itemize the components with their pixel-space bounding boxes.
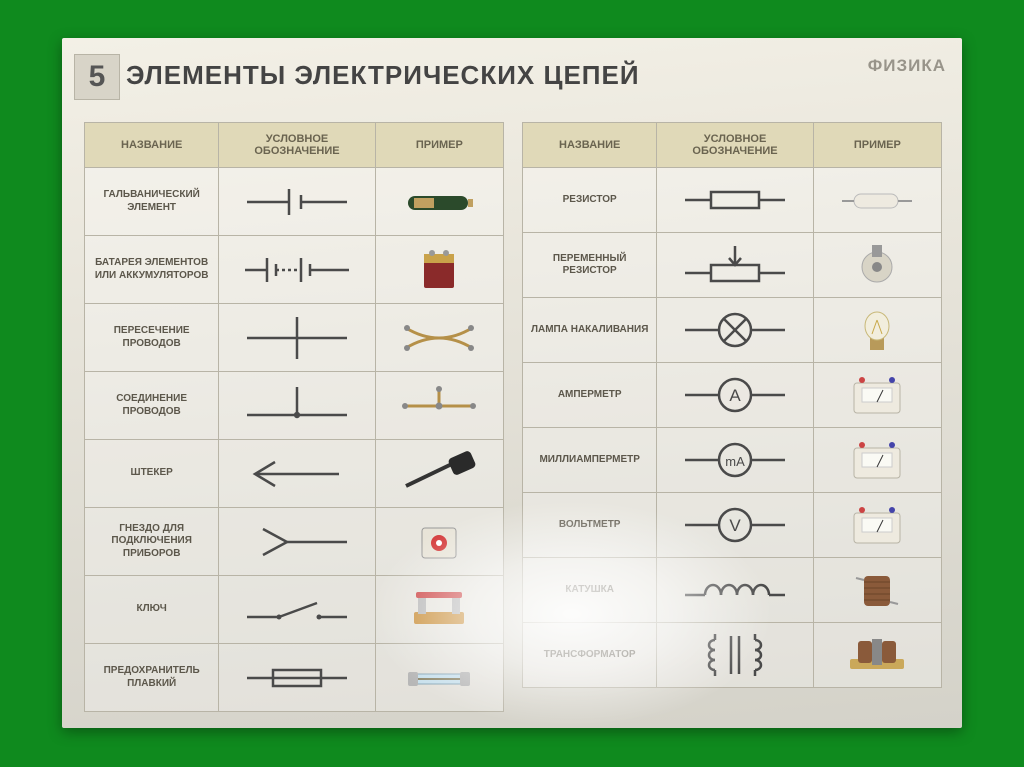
example-icon [813,558,941,623]
component-name: СОЕДИНЕНИЕ ПРОВОДОВ [85,372,219,440]
schematic-symbol-icon [657,298,813,363]
component-name: ЛАМПА НАКАЛИВАНИЯ [523,298,657,363]
col-example: ПРИМЕР [375,123,503,168]
poster-title: ЭЛЕМЕНТЫ ЭЛЕКТРИЧЕСКИХ ЦЕПЕЙ [126,60,640,91]
example-icon [375,168,503,236]
table-row: АМПЕРМЕТР A [523,363,942,428]
symbol-table-left: НАЗВАНИЕ УСЛОВНОЕ ОБОЗНАЧЕНИЕ ПРИМЕР ГАЛ… [84,122,504,712]
component-name: ПЕРЕСЕЧЕНИЕ ПРОВОДОВ [85,304,219,372]
example-icon [813,623,941,688]
table-row: КАТУШКА [523,558,942,623]
schematic-symbol-icon [657,623,813,688]
schematic-symbol-icon [219,644,375,712]
schematic-symbol-icon [219,168,375,236]
svg-text:mA: mA [725,454,745,469]
table-row: БАТАРЕЯ ЭЛЕМЕНТОВ ИЛИ АККУМУЛЯТОРОВ [85,236,504,304]
component-name: РЕЗИСТОР [523,168,657,233]
component-name: ТРАНСФОРМАТОР [523,623,657,688]
table-row: ГАЛЬВАНИЧЕСКИЙ ЭЛЕМЕНТ [85,168,504,236]
table-row: ТРАНСФОРМАТОР [523,623,942,688]
table-row: ВОЛЬТМЕТР V [523,493,942,558]
component-name: АМПЕРМЕТР [523,363,657,428]
schematic-symbol-icon [219,372,375,440]
table-row: ПЕРЕСЕЧЕНИЕ ПРОВОДОВ [85,304,504,372]
table-row: КЛЮЧ [85,576,504,644]
example-icon [375,440,503,508]
component-name: БАТАРЕЯ ЭЛЕМЕНТОВ ИЛИ АККУМУЛЯТОРОВ [85,236,219,304]
col-example: ПРИМЕР [813,123,941,168]
schematic-symbol-icon [657,168,813,233]
table-row: ПРЕДОХРАНИТЕЛЬ ПЛАВКИЙ [85,644,504,712]
schematic-symbol-icon [219,508,375,576]
table-row: РЕЗИСТОР [523,168,942,233]
example-icon [813,168,941,233]
example-icon [813,298,941,363]
table-row: ПЕРЕМЕННЫЙ РЕЗИСТОР [523,233,942,298]
component-name: ПРЕДОХРАНИТЕЛЬ ПЛАВКИЙ [85,644,219,712]
poster-number-badge: 5 [74,54,120,100]
example-icon [813,233,941,298]
col-name: НАЗВАНИЕ [85,123,219,168]
schematic-symbol-icon [219,304,375,372]
col-symbol: УСЛОВНОЕ ОБОЗНАЧЕНИЕ [657,123,813,168]
schematic-symbol-icon [219,236,375,304]
col-name: НАЗВАНИЕ [523,123,657,168]
example-icon [813,363,941,428]
symbol-table-right: НАЗВАНИЕ УСЛОВНОЕ ОБОЗНАЧЕНИЕ ПРИМЕР РЕЗ… [522,122,942,688]
component-name: ВОЛЬТМЕТР [523,493,657,558]
example-icon [375,644,503,712]
component-name: КАТУШКА [523,558,657,623]
example-icon [813,428,941,493]
component-name: МИЛЛИАМПЕРМЕТР [523,428,657,493]
schematic-symbol-icon [219,440,375,508]
example-icon [375,372,503,440]
col-symbol: УСЛОВНОЕ ОБОЗНАЧЕНИЕ [219,123,375,168]
example-icon [813,493,941,558]
schematic-symbol-icon: mA [657,428,813,493]
example-icon [375,304,503,372]
example-icon [375,576,503,644]
svg-text:V: V [729,516,741,535]
example-icon [375,508,503,576]
svg-text:A: A [729,386,741,405]
component-name: ШТЕКЕР [85,440,219,508]
subject-label: ФИЗИКА [868,56,946,76]
component-name: ПЕРЕМЕННЫЙ РЕЗИСТОР [523,233,657,298]
table-row: МИЛЛИАМПЕРМЕТР mA [523,428,942,493]
schematic-symbol-icon [657,558,813,623]
table-row: ЛАМПА НАКАЛИВАНИЯ [523,298,942,363]
schematic-symbol-icon: V [657,493,813,558]
schematic-symbol-icon: A [657,363,813,428]
table-row: ШТЕКЕР [85,440,504,508]
table-row: ГНЕЗДО ДЛЯ ПОДКЛЮЧЕНИЯ ПРИБОРОВ [85,508,504,576]
schematic-symbol-icon [657,233,813,298]
component-name: ГАЛЬВАНИЧЕСКИЙ ЭЛЕМЕНТ [85,168,219,236]
table-row: СОЕДИНЕНИЕ ПРОВОДОВ [85,372,504,440]
poster: 5 ЭЛЕМЕНТЫ ЭЛЕКТРИЧЕСКИХ ЦЕПЕЙ ФИЗИКА НА… [62,38,962,728]
example-icon [375,236,503,304]
component-name: КЛЮЧ [85,576,219,644]
schematic-symbol-icon [219,576,375,644]
component-name: ГНЕЗДО ДЛЯ ПОДКЛЮЧЕНИЯ ПРИБОРОВ [85,508,219,576]
